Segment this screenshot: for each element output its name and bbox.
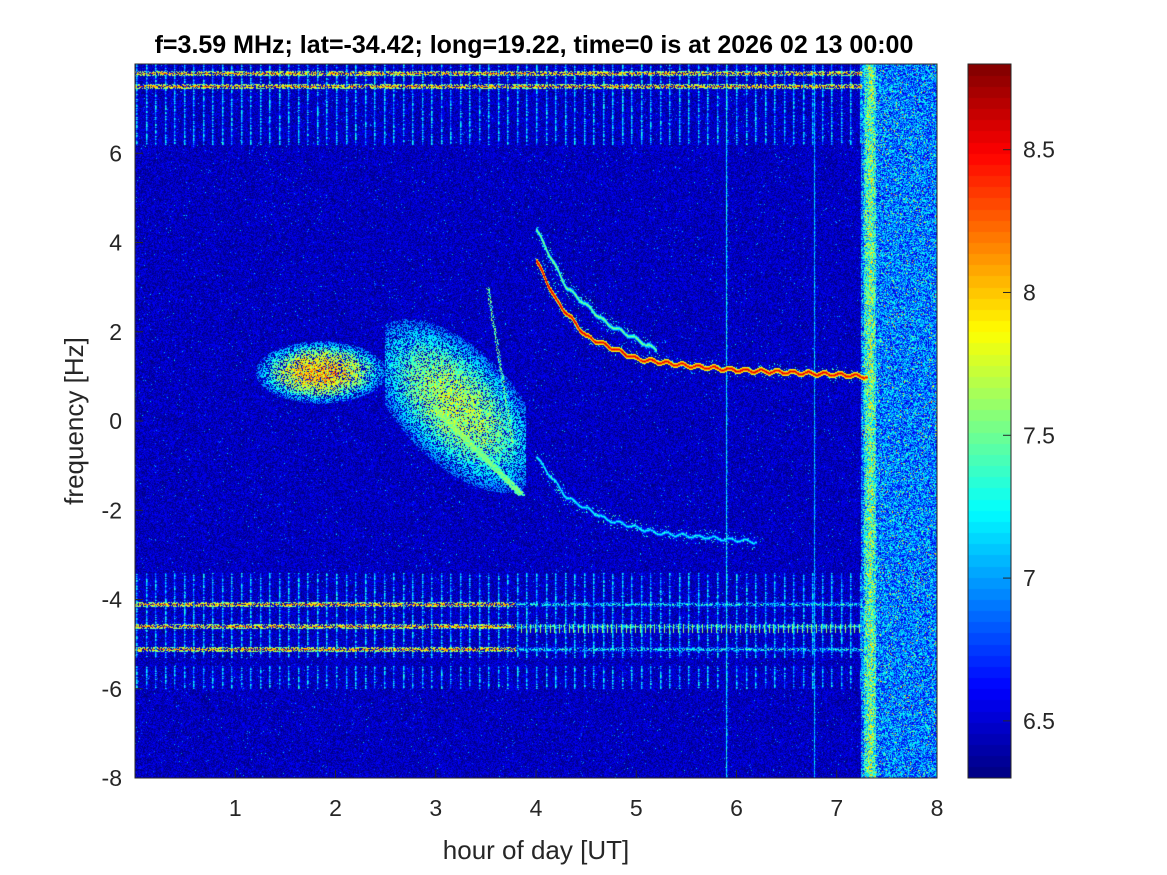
- colorbar-tick-label: 6.5: [1023, 708, 1055, 734]
- x-tick-label: 3: [429, 795, 442, 821]
- x-tick-label: 2: [329, 795, 342, 821]
- x-tick-label: 5: [630, 795, 643, 821]
- y-axis-label: frequency [Hz]: [59, 337, 89, 505]
- x-tick-label: 4: [530, 795, 543, 821]
- x-tick-label: 8: [931, 795, 944, 821]
- y-tick-label: 6: [109, 140, 122, 166]
- x-tick-label: 1: [229, 795, 242, 821]
- colorbar-tick-label: 7.5: [1023, 422, 1055, 448]
- colorbar-tick-label: 8.5: [1023, 137, 1055, 163]
- x-axis-label: hour of day [UT]: [443, 835, 629, 865]
- y-tick-label: -6: [102, 676, 122, 702]
- colorbar-tick-label: 7: [1023, 565, 1036, 591]
- y-tick-label: 4: [109, 230, 122, 256]
- x-axis: 1 2 3 4 5 6 7 8: [229, 770, 944, 821]
- chart-title: f=3.59 MHz; lat=-34.42; long=19.22, time…: [155, 31, 914, 59]
- y-tick-label: -4: [102, 587, 123, 613]
- x-tick-label: 7: [830, 795, 843, 821]
- colorbar: 6.5 7 7.5 8 8.5: [967, 63, 1055, 779]
- y-tick-label: 2: [109, 319, 122, 345]
- colorbar-tick-label: 8: [1023, 279, 1036, 305]
- y-tick-label: 0: [109, 408, 122, 434]
- y-tick-label: -2: [102, 497, 122, 523]
- y-tick-label: -8: [102, 765, 122, 791]
- spectrogram-heatmap: [135, 64, 937, 778]
- colorbar-gradient: [968, 64, 1011, 778]
- y-axis: -8 -6 -4 -2 0 2 4 6: [102, 140, 143, 791]
- x-tick-label: 6: [730, 795, 743, 821]
- colorbar-frame: [967, 63, 1012, 779]
- plot-area: [134, 63, 938, 779]
